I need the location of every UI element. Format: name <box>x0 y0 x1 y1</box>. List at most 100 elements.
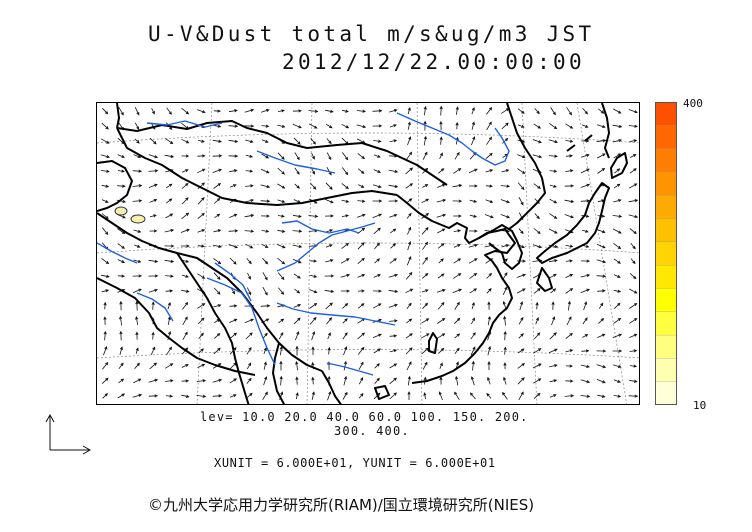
wind-arrow <box>517 108 525 114</box>
wind-arrow <box>486 288 492 294</box>
wind-arrow <box>309 316 317 325</box>
wind-arrow <box>630 243 636 250</box>
wind-arrow <box>182 331 188 341</box>
wind-arrow <box>406 318 413 324</box>
wind-arrow <box>581 229 589 233</box>
wind-arrow <box>181 364 189 368</box>
wind-arrow <box>471 360 475 371</box>
wind-arrow <box>612 333 623 338</box>
wind-arrow <box>101 122 109 130</box>
wind-arrow <box>132 184 143 188</box>
wind-arrow <box>565 288 574 294</box>
wind-arrow <box>565 259 573 263</box>
wind-arrow <box>549 259 558 263</box>
wind-arrow <box>229 257 237 265</box>
wind-arrow <box>532 244 542 249</box>
wind-arrow <box>119 346 123 356</box>
wind-arrow <box>277 109 285 113</box>
wind-arrow <box>517 168 526 174</box>
wind-arrow <box>613 108 622 114</box>
wind-arrow <box>453 214 462 218</box>
wind-arrow <box>438 391 443 401</box>
wind-arrow <box>518 197 524 206</box>
wind-arrow <box>167 316 171 325</box>
wind-arrow <box>103 345 108 356</box>
wind-arrow <box>596 139 607 143</box>
wind-arrow <box>580 153 590 158</box>
wind-arrow <box>500 199 511 204</box>
wind-arrow <box>548 154 558 158</box>
wind-arrow <box>342 391 348 400</box>
wind-arrow <box>503 346 507 355</box>
wind-arrow <box>101 199 109 203</box>
wind-arrow <box>580 273 591 278</box>
wind-arrow <box>246 287 252 296</box>
wind-arrow <box>164 228 175 233</box>
wind-arrow <box>438 258 444 264</box>
wind-arrow <box>580 168 590 174</box>
wind-arrow <box>245 243 254 249</box>
wind-arrow <box>580 364 590 368</box>
wind-arrow <box>389 392 397 400</box>
wind-arrow <box>325 109 334 113</box>
colorbar-band <box>655 102 677 126</box>
wind-arrow <box>356 213 366 218</box>
wind-arrow <box>423 392 427 400</box>
wind-arrow <box>613 183 621 189</box>
wind-arrow <box>229 394 237 398</box>
wind-arrow <box>311 152 315 160</box>
wind-arrow <box>517 124 525 128</box>
wind-arrow <box>486 106 493 115</box>
wind-arrow <box>628 109 638 114</box>
wind-arrow <box>439 120 443 131</box>
wind-arrow <box>580 259 590 263</box>
wind-arrow <box>167 330 172 341</box>
wind-arrow <box>596 274 607 278</box>
wind-arrow <box>341 167 349 176</box>
wind-arrow <box>197 273 206 279</box>
wind-arrow <box>292 109 302 113</box>
wind-arrow <box>213 182 222 189</box>
wind-arrow <box>293 317 301 325</box>
wind-arrow <box>372 124 383 128</box>
wind-arrow <box>533 183 541 189</box>
wind-arrow <box>357 332 366 340</box>
wind-arrow <box>407 391 411 400</box>
wind-arrow <box>341 137 349 145</box>
wind-arrow <box>549 379 558 383</box>
wind-arrow <box>503 362 507 370</box>
wind-arrow <box>549 213 558 219</box>
wind-arrow <box>292 229 303 233</box>
wind-arrow <box>164 244 175 248</box>
wind-arrow <box>229 304 238 308</box>
wind-arrow <box>582 107 588 115</box>
wind-arrow <box>356 109 367 113</box>
wind-arrow <box>484 214 494 219</box>
wind-arrow <box>469 184 478 188</box>
colorbar-band <box>655 381 677 405</box>
wind-arrow <box>262 286 268 296</box>
dust-patches <box>114 206 146 224</box>
wind-arrow <box>309 289 318 294</box>
wind-arrow <box>405 271 413 280</box>
wind-arrow <box>295 345 299 356</box>
wind-arrow <box>149 214 157 218</box>
wind-arrow <box>308 109 319 113</box>
wind-arrow <box>294 152 300 161</box>
wind-arrow <box>197 363 206 368</box>
wind-arrow <box>262 257 269 265</box>
wind-arrow <box>181 244 190 248</box>
wind-arrow <box>341 199 350 203</box>
wind-arrow <box>485 199 494 203</box>
wind-arrow <box>134 362 140 369</box>
wind-arrow <box>213 258 222 265</box>
wind-arrow <box>117 259 126 263</box>
wind-arrow <box>277 124 286 128</box>
wind-arrow <box>228 244 239 249</box>
wind-arrow <box>422 302 429 309</box>
wind-arrow <box>516 273 527 278</box>
wind-arrow <box>388 273 399 278</box>
wind-arrow <box>357 168 365 174</box>
wind-arrow <box>229 332 238 340</box>
wind-arrow <box>212 154 223 158</box>
